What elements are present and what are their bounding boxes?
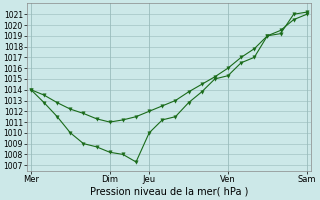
X-axis label: Pression niveau de la mer( hPa ): Pression niveau de la mer( hPa ) <box>90 187 248 197</box>
